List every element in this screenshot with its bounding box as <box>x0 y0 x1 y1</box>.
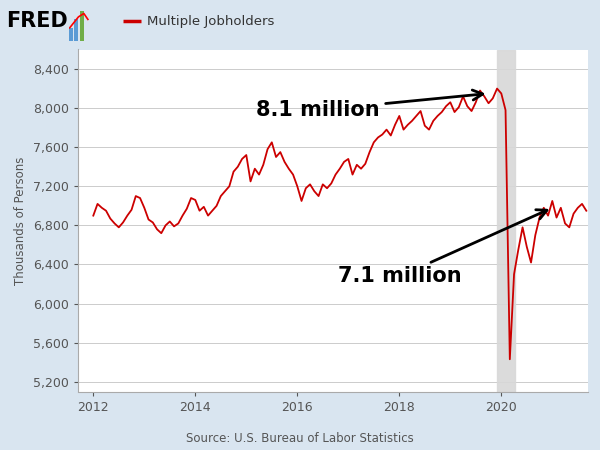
Bar <box>80 11 84 40</box>
Bar <box>74 19 79 40</box>
Bar <box>497 50 515 392</box>
Y-axis label: Thousands of Persons: Thousands of Persons <box>14 156 28 285</box>
Text: Source: U.S. Bureau of Labor Statistics: Source: U.S. Bureau of Labor Statistics <box>186 432 414 446</box>
Text: FRED: FRED <box>6 11 68 32</box>
Text: 7.1 million: 7.1 million <box>338 210 547 286</box>
Text: 8.1 million: 8.1 million <box>256 90 482 120</box>
Bar <box>69 28 73 40</box>
Text: Multiple Jobholders: Multiple Jobholders <box>147 15 274 28</box>
